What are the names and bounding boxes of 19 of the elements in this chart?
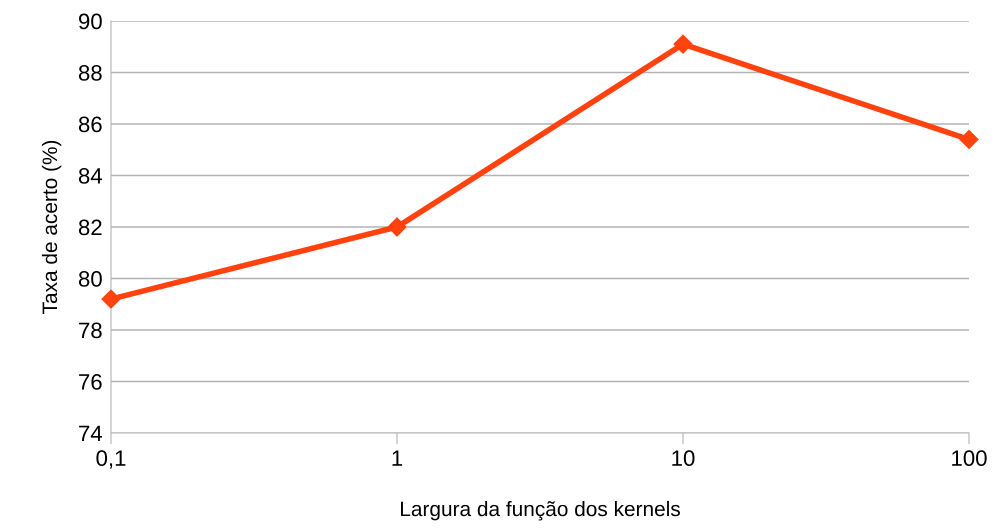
y-tick-label: 76 (79, 374, 102, 390)
point (387, 217, 407, 237)
y-tick-label: 78 (79, 322, 102, 338)
y-tick-label: 84 (78, 168, 102, 184)
y-tick-label: 82 (78, 220, 102, 236)
y-axis-title: Taxa de acerto (%) (42, 140, 62, 314)
x-tick-label: 1 (392, 450, 402, 466)
point (959, 130, 979, 149)
x-tick-label: 100 (952, 450, 987, 466)
y-tick-label: 74 (79, 426, 102, 442)
y-tick-label: 86 (78, 116, 102, 132)
point (101, 290, 121, 309)
point (673, 34, 693, 54)
x-tick-label: 10 (672, 450, 694, 466)
x-tick-label: 0,1 (96, 450, 126, 469)
y-tick-label: 88 (78, 65, 102, 81)
y-tick-label: 80 (78, 271, 102, 287)
y-tick-label: 90 (78, 14, 102, 30)
x-axis-title: Largura da função dos kernels (401, 500, 680, 520)
